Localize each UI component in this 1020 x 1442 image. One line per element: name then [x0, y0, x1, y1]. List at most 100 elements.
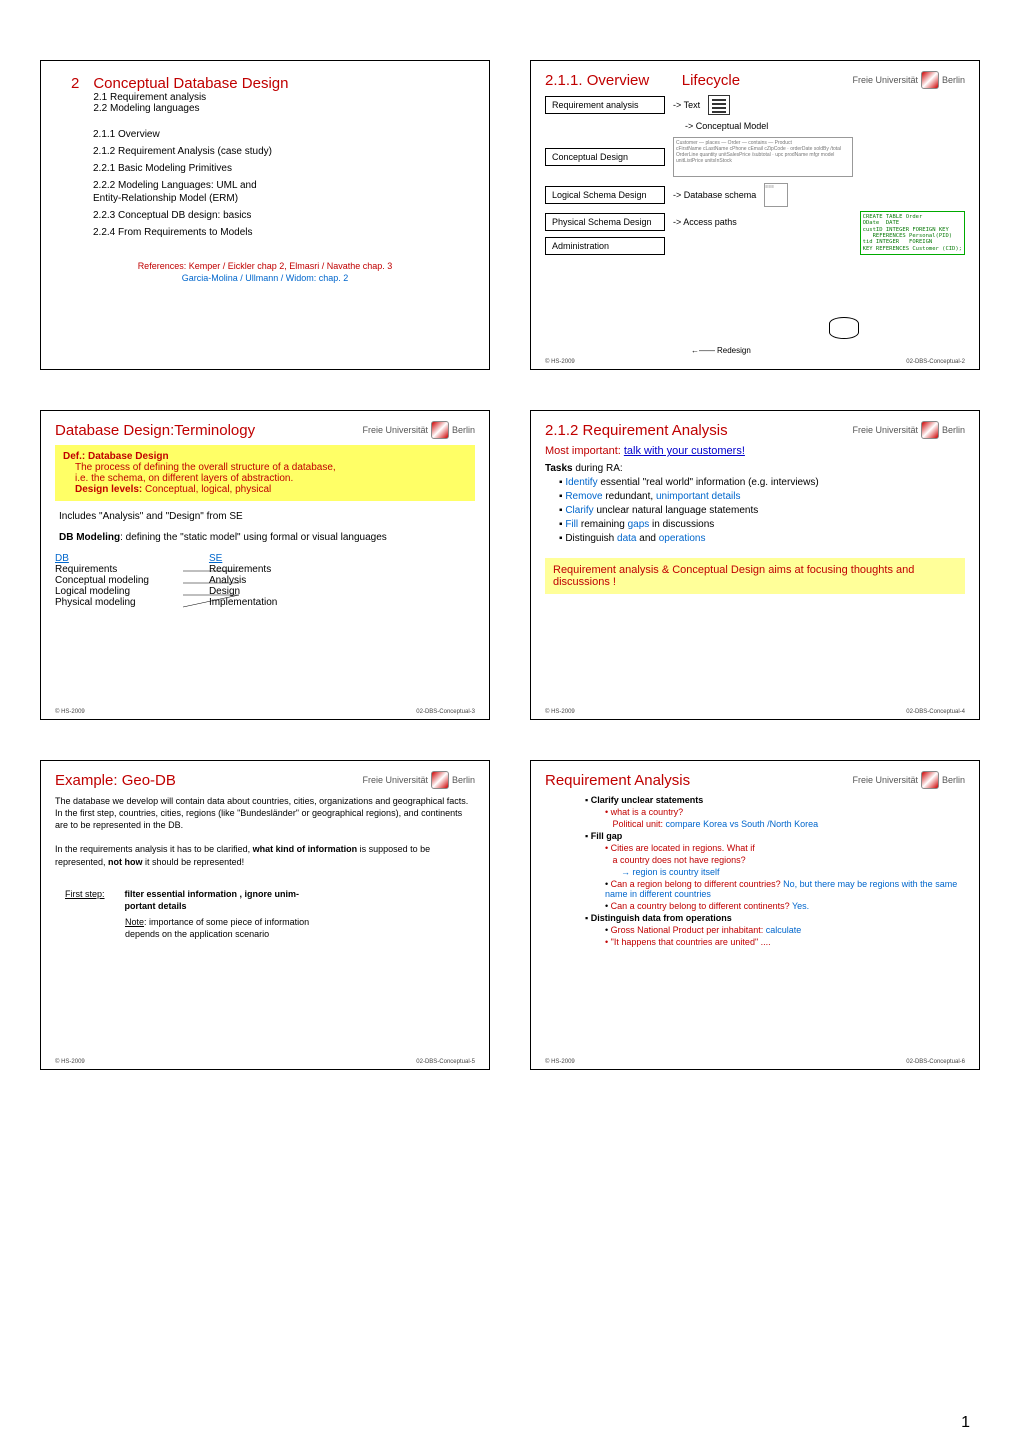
slide-body: The database we develop will contain dat… [55, 795, 475, 940]
fu-text: Berlin [942, 425, 965, 435]
text-icon [708, 95, 730, 115]
task-keyword: Remove [565, 491, 602, 502]
task-text: essential "real world" information (e.g.… [598, 477, 819, 488]
fu-text: Freie Universität [852, 75, 918, 85]
body-text-bold: not how [108, 857, 143, 867]
shield-icon [431, 771, 449, 789]
mapping-lines-icon [183, 567, 239, 617]
fu-logo: Freie Universität Berlin [362, 771, 475, 789]
db-se-mapping: DB Requirements Conceptual modeling Logi… [55, 553, 475, 608]
shield-icon [921, 421, 939, 439]
bullet-text: compare Korea vs South /North Korea [666, 819, 819, 829]
mapping-item: Logical modeling [55, 586, 149, 597]
tasks-heading: Tasks [545, 463, 573, 474]
bullet-text: Political unit: [613, 819, 666, 829]
bullet: Fill gap [545, 831, 965, 841]
slide-3: Database Design:Terminology Freie Univer… [40, 410, 490, 720]
body-text: Includes "Analysis" and "Design" from SE [59, 511, 475, 522]
sub-bullet: Can a country belong to different contin… [545, 901, 965, 911]
slide-5: Example: Geo-DB Freie Universität Berlin… [40, 760, 490, 1070]
fu-text: Freie Universität [362, 425, 428, 435]
column-header: SE [209, 553, 277, 564]
most-important-text: Most important: [545, 445, 624, 457]
fu-text: Berlin [452, 775, 475, 785]
sub-bullet: a country does not have regions? [545, 855, 965, 865]
fu-text: Freie Universität [852, 425, 918, 435]
toc-item: 2.1.2 Requirement Analysis (case study) [93, 143, 475, 160]
chapter-number: 2 [71, 75, 79, 114]
er-mini-diagram: Customer — places — Order — contains — P… [673, 137, 853, 177]
toc-sub: 2.1 Requirement analysis [93, 92, 288, 103]
tasks-heading: during RA: [573, 463, 623, 474]
lifecycle-box: Conceptual Design [545, 148, 665, 166]
slide-number: 02-DBS-Conceptual-2 [906, 359, 965, 365]
bullet-text: Yes. [792, 901, 809, 911]
slide-title: 2.1.1. Overview [545, 72, 649, 89]
reference-line: Garcia-Molina / Ullmann / Widom: chap. 2 [55, 273, 475, 285]
fu-text: Berlin [942, 75, 965, 85]
lifecycle-output: -> Database schema [673, 190, 756, 200]
task-text: unclear natural language statements [594, 505, 759, 516]
copyright: © HS-2009 [545, 709, 575, 715]
task-keyword: Identify [565, 477, 597, 488]
note-text: depends on the application scenario [125, 928, 475, 940]
task-keyword: data [617, 533, 636, 544]
copyright: © HS-2009 [545, 1059, 575, 1065]
body-text: : defining the "static model" using form… [120, 532, 387, 543]
task-keyword: gaps [628, 519, 650, 530]
bullet-text: a country does not have regions? [613, 855, 746, 865]
bullet-text: Clarify unclear statements [591, 795, 704, 805]
mapping-item: Physical modeling [55, 597, 149, 608]
task-text: in discussions [649, 519, 714, 530]
lifecycle-box: Physical Schema Design [545, 213, 665, 231]
definition-box: Def.: Database Design The process of def… [55, 445, 475, 501]
toc-item: 2.1.1 Overview [93, 126, 475, 143]
toc-sub: 2.2 Modeling languages [93, 103, 288, 114]
column-header: DB [55, 553, 149, 564]
copyright: © HS-2009 [55, 1059, 85, 1065]
fu-logo: Freie Universität Berlin [362, 421, 475, 439]
slide-number: 02-DBS-Conceptual-4 [906, 709, 965, 715]
fu-text: Berlin [452, 425, 475, 435]
definition-line: Conceptual, logical, physical [145, 484, 271, 495]
definition-line: The process of defining the overall stru… [63, 462, 467, 473]
aim-box: Requirement analysis & Conceptual Design… [545, 558, 965, 594]
lifecycle-box: Administration [545, 237, 665, 255]
fu-logo: Freie Universität Berlin [852, 421, 965, 439]
mapping-item: Requirements [55, 564, 149, 575]
definition-line: i.e. the schema, on different layers of … [63, 473, 467, 484]
bullet-text: Fill gap [591, 831, 623, 841]
slide-grid: 2 Conceptual Database Design 2.1 Require… [40, 60, 980, 1070]
sub-bullet: → region is country itself [545, 867, 965, 877]
task-keyword: unimportant details [656, 491, 741, 502]
lifecycle-box: Logical Schema Design [545, 186, 665, 204]
task-item: Fill remaining gaps in discussions [559, 519, 965, 530]
bullet: Clarify unclear statements [545, 795, 965, 805]
task-item: Identify essential "real world" informat… [559, 477, 965, 488]
bullet-text: calculate [766, 925, 802, 935]
step-text: filter essential information , ignore un… [125, 889, 300, 899]
sub-bullet: "It happens that countries are united" .… [545, 937, 965, 947]
sub-bullet: Political unit: compare Korea vs South /… [545, 819, 965, 829]
copyright: © HS-2009 [55, 709, 85, 715]
note-label: Note [125, 917, 144, 927]
fu-text: Freie Universität [362, 775, 428, 785]
slide-1: 2 Conceptual Database Design 2.1 Require… [40, 60, 490, 370]
slide-title: Example: Geo-DB [55, 772, 176, 789]
slide-title: Database Design:Terminology [55, 422, 255, 439]
reference-line: References: Kemper / Eickler chap 2, Elm… [55, 261, 475, 273]
database-icon [829, 317, 859, 339]
fu-logo: Freie Universität Berlin [852, 71, 965, 89]
definition-line: Design levels: [75, 484, 142, 495]
fu-logo: Freie Universität Berlin [852, 771, 965, 789]
fu-text: Berlin [942, 775, 965, 785]
mapping-item: Conceptual modeling [55, 575, 149, 586]
sub-bullet: what is a country? [545, 807, 965, 817]
shield-icon [921, 771, 939, 789]
paragraph: In the requirements analysis it has to b… [55, 843, 475, 867]
task-text: redundant, [603, 491, 656, 502]
task-item: Clarify unclear natural language stateme… [559, 505, 965, 516]
schema-icon: ≡≡≡ [764, 183, 788, 207]
step-text: portant details [125, 901, 187, 911]
slide-number: 02-DBS-Conceptual-3 [416, 709, 475, 715]
